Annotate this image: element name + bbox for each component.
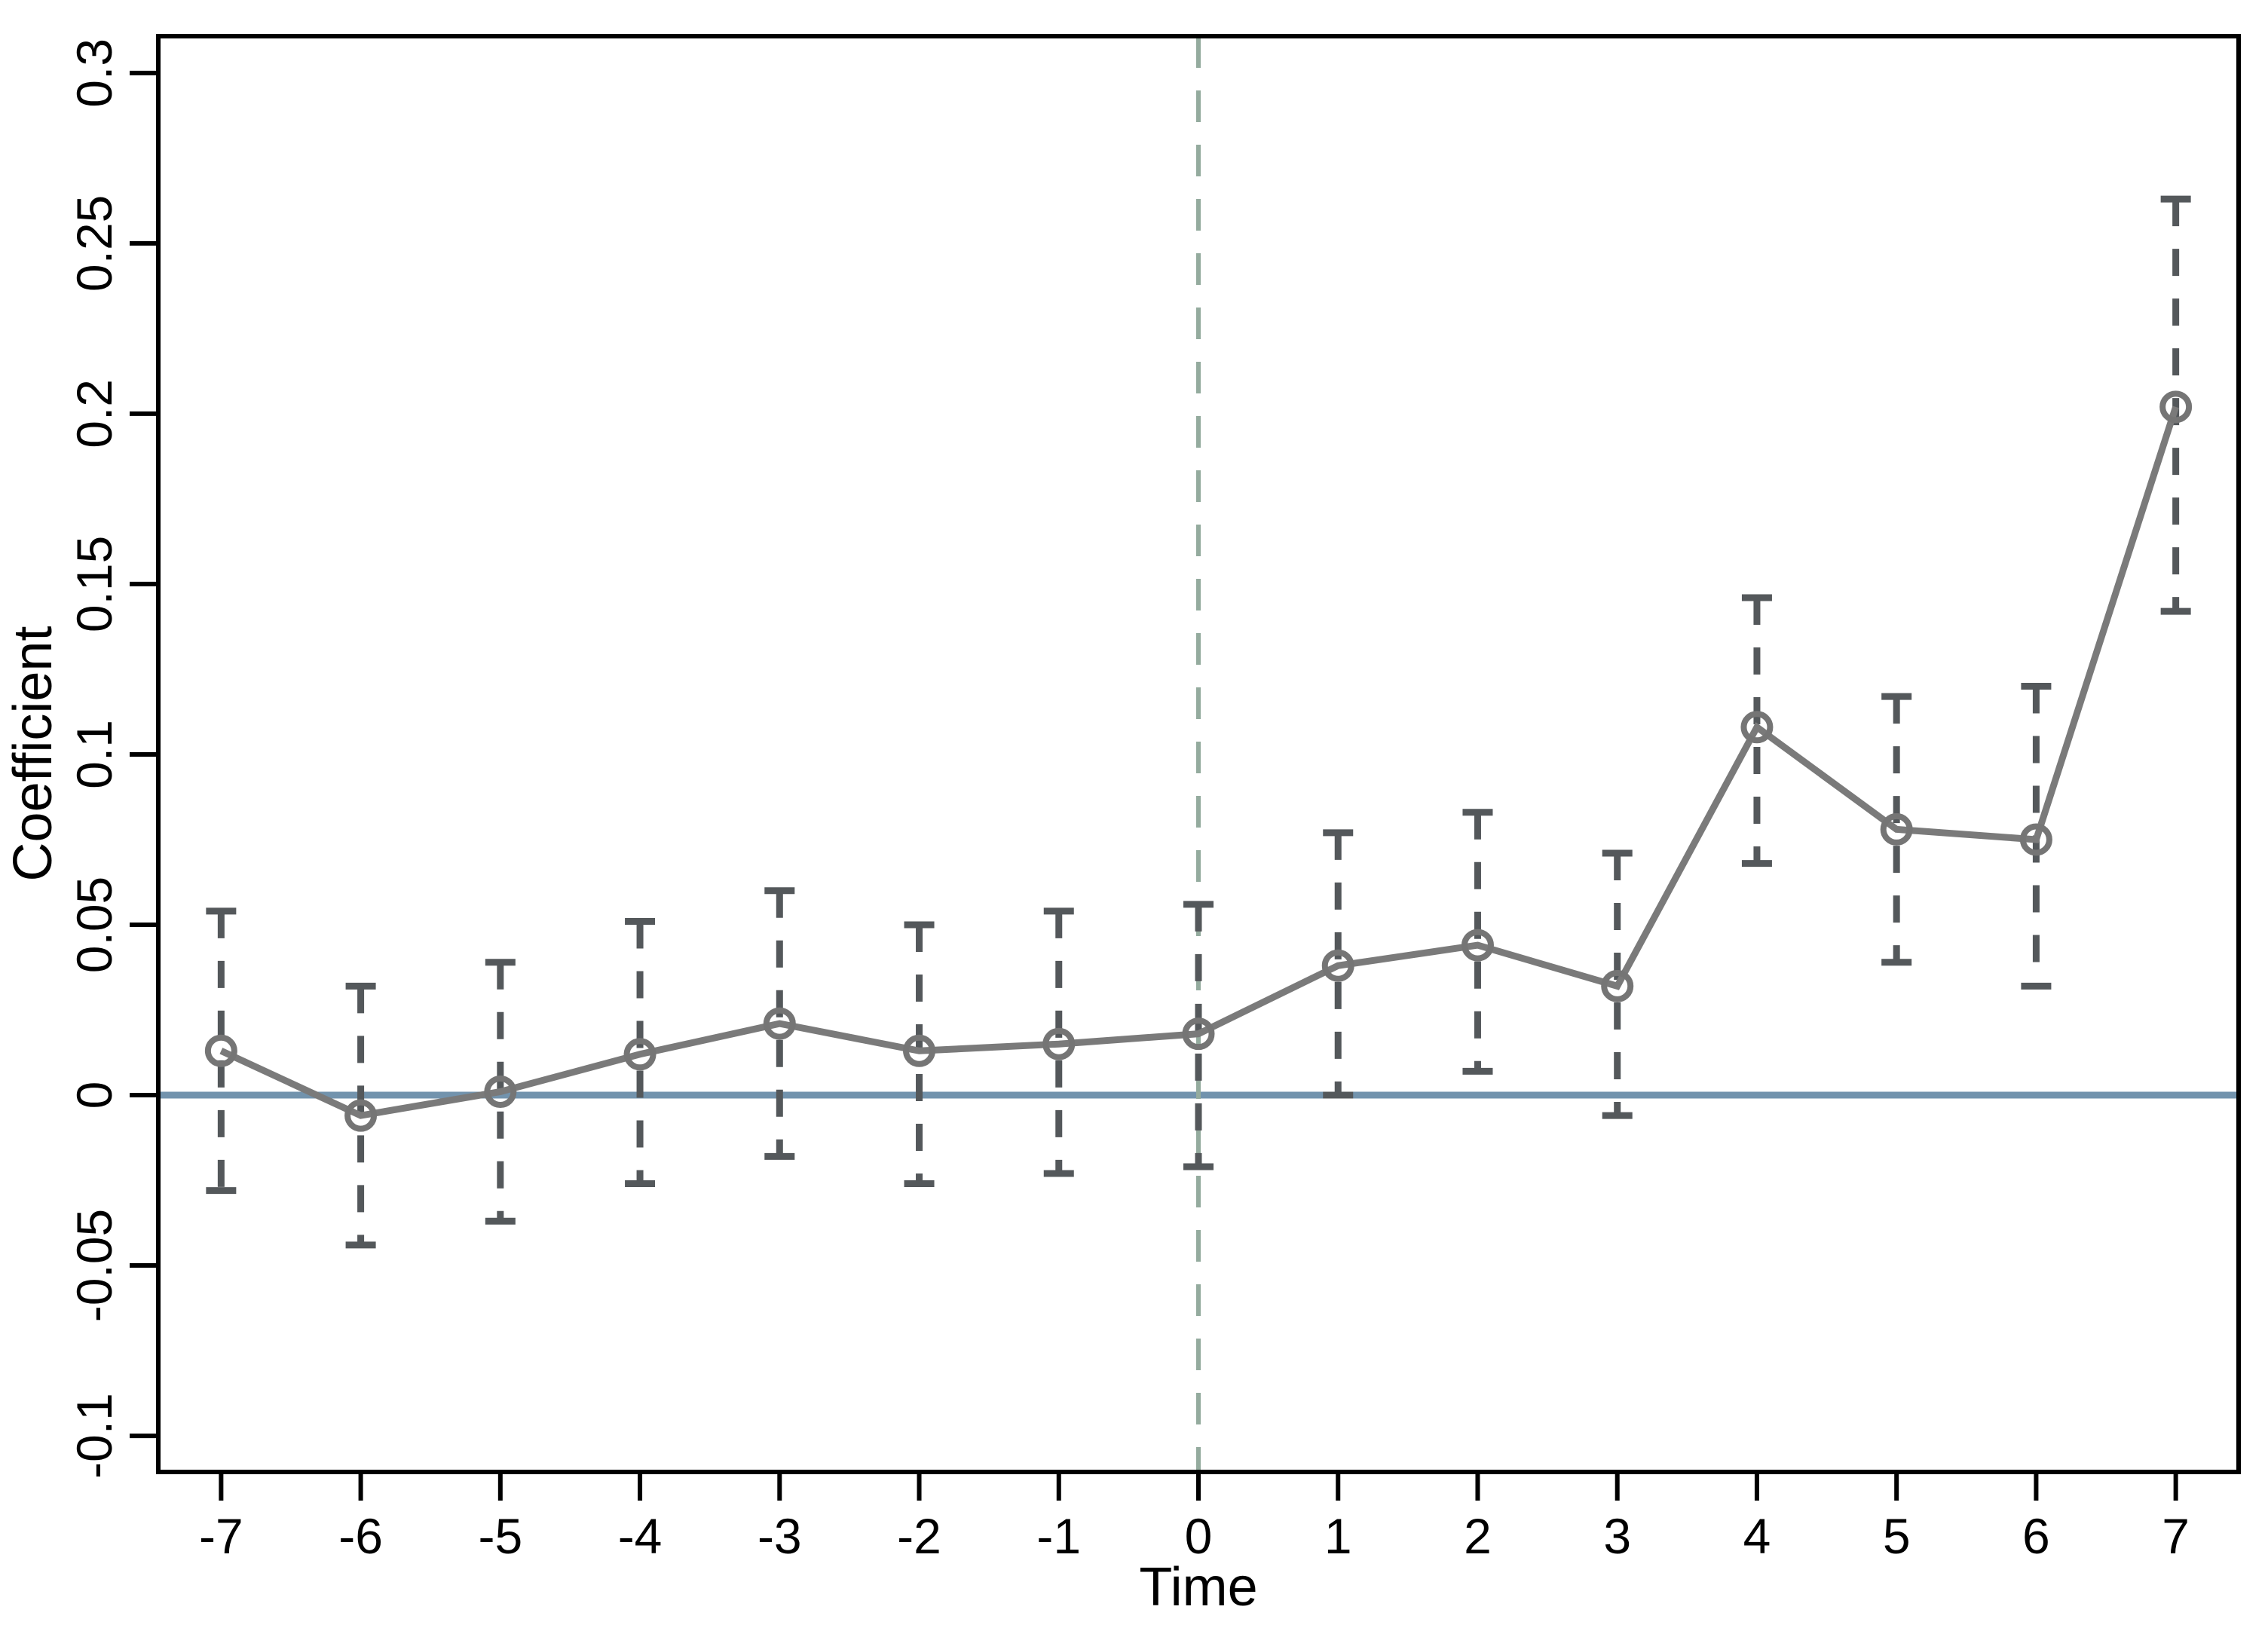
data-point-marker [903,1034,936,1067]
data-point-marker [344,1099,378,1132]
x-tick-label: 5 [1883,1508,1911,1564]
x-tick-label: 6 [2022,1508,2050,1564]
series-line [219,405,2179,1119]
x-tick-label: 2 [1464,1508,1492,1564]
data-point-marker [1601,969,1634,1002]
plot-layer: -7 -6 -5 -4 -3 -2 -1 0 1 2 3 4 5 6 7 0.3 0.25 0.2 0.15 0.1 0… [66,34,2241,1564]
data-point-marker [623,1038,657,1071]
data-point-marker [1740,711,1774,744]
y-tick-label: 0.25 [66,195,122,292]
y-tick-label: -0.05 [66,1209,122,1322]
y-tick-label: 0.15 [66,536,122,632]
x-tick-label: -5 [478,1508,522,1564]
y-tick-label: 0.3 [66,38,122,108]
y-tick-label: -0.1 [66,1393,122,1479]
x-tick-label: 1 [1324,1508,1352,1564]
x-tick-label: 4 [1743,1508,1771,1564]
x-tick-label: -6 [338,1508,383,1564]
data-point-marker [2159,390,2193,424]
y-tick-label: 0.2 [66,379,122,448]
data-point-marker [1461,929,1494,962]
data-point-marker [2019,823,2052,856]
x-tick-label: -7 [199,1508,243,1564]
x-tick-label: 7 [2162,1508,2190,1564]
data-point-marker [1182,1017,1215,1051]
data-point-marker [204,1034,237,1067]
y-axis-title: Coefficient [3,626,63,882]
data-point-marker [1321,949,1354,982]
y-tick-label: 0 [66,1082,122,1109]
y-tick-label: 0.05 [66,877,122,973]
x-tick-label: 0 [1185,1508,1213,1564]
data-point-marker [1042,1027,1076,1060]
data-point-marker [763,1007,796,1040]
x-tick-label: -2 [897,1508,941,1564]
x-tick-label: -4 [618,1508,663,1564]
y-tick-label: 0.1 [66,720,122,789]
x-tick-label: -1 [1036,1508,1081,1564]
x-tick-label: -3 [758,1508,802,1564]
x-axis-title: Time [1139,1557,1257,1617]
x-tick-label: 3 [1603,1508,1631,1564]
data-point-marker [1880,812,1913,846]
data-point-marker [484,1075,517,1108]
